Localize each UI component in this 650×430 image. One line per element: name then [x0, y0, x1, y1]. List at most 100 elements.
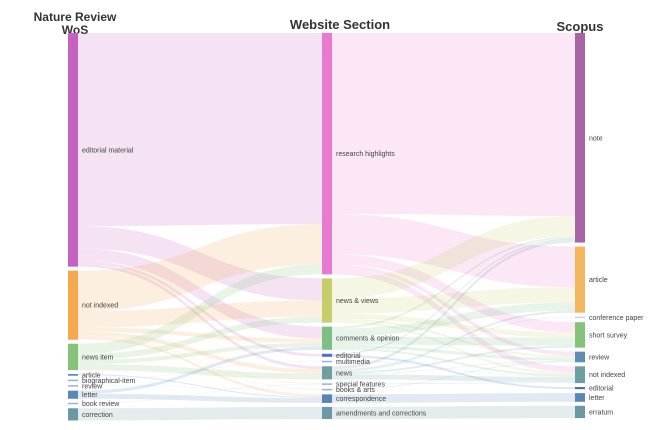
- node-label: news: [336, 370, 353, 377]
- sankey-link: [332, 318, 575, 358]
- sankey-node[interactable]: [575, 366, 585, 384]
- sankey-node[interactable]: [68, 408, 78, 421]
- node-label: special features: [336, 382, 386, 389]
- sankey-link: [78, 263, 322, 370]
- sankey-link: [78, 385, 322, 390]
- sankey-link: [332, 302, 575, 337]
- sankey-link: [332, 374, 575, 383]
- node-label: note: [589, 135, 603, 142]
- sankey-link: [78, 336, 322, 397]
- sankey-link: [332, 354, 575, 390]
- sankey-link: [78, 260, 322, 357]
- sankey-link: [78, 360, 322, 381]
- sankey-link: [78, 335, 322, 384]
- node-label: review: [589, 354, 610, 361]
- sankey-link: [332, 344, 575, 361]
- node-label: article: [589, 277, 608, 284]
- sankey-link: [78, 264, 322, 354]
- sankey-node[interactable]: [68, 374, 78, 376]
- sankey-node[interactable]: [322, 33, 332, 275]
- sankey-link: [332, 236, 575, 329]
- sankey-node[interactable]: [575, 316, 585, 319]
- title-line-1: Nature Review: [33, 10, 117, 24]
- sankey-link: [332, 264, 575, 356]
- sankey-link: [332, 214, 575, 288]
- sankey-link: [332, 33, 575, 217]
- node-label: multimedia: [336, 359, 370, 366]
- sankey-link: [78, 364, 322, 380]
- sankey-node[interactable]: [68, 343, 78, 371]
- sankey-node[interactable]: [322, 406, 332, 419]
- node-label: article: [82, 372, 101, 379]
- sankey-node[interactable]: [68, 390, 78, 399]
- sankey-link: [78, 346, 322, 394]
- sankey-node[interactable]: [322, 394, 332, 403]
- node-label: news item: [82, 354, 114, 361]
- sankey-link: [332, 216, 575, 299]
- sankey-link: [332, 382, 575, 385]
- sankey-node[interactable]: [575, 246, 585, 313]
- sankey-node[interactable]: [575, 322, 585, 348]
- sankey-node[interactable]: [575, 387, 585, 390]
- sankey-link: [332, 316, 575, 372]
- sankey-link: [78, 248, 322, 339]
- node-label: editorial: [336, 353, 361, 360]
- sankey-link: [78, 224, 322, 312]
- sankey-node[interactable]: [575, 405, 585, 418]
- node-label: biographical-item: [82, 378, 135, 385]
- node-label: editorial material: [82, 147, 134, 154]
- sankey-link: [332, 360, 575, 377]
- column-title-scopus: Scopus: [556, 19, 604, 34]
- sankey-link: [78, 327, 322, 343]
- sankey-node[interactable]: [575, 33, 585, 243]
- sankey-node[interactable]: [322, 383, 332, 385]
- node-label: research highlights: [336, 151, 395, 158]
- sankey-link: [78, 374, 322, 398]
- node-label: letter: [589, 395, 605, 402]
- node-label: review: [82, 383, 103, 390]
- sankey-link: [78, 336, 322, 390]
- sankey-node[interactable]: [68, 270, 78, 340]
- node-label: books & arts: [336, 387, 375, 394]
- node-label: erratum: [589, 409, 613, 416]
- sankey-link: [332, 254, 575, 333]
- sankey-link: [78, 316, 322, 360]
- sankey-node[interactable]: [575, 393, 585, 402]
- node-label: letter: [82, 392, 98, 399]
- sankey-link: [78, 331, 322, 374]
- node-label: conference paper: [589, 315, 644, 322]
- sankey-node[interactable]: [322, 366, 332, 380]
- sankey-node[interactable]: [322, 353, 332, 357]
- sankey-node[interactable]: [575, 351, 585, 363]
- sankey-node[interactable]: [68, 33, 78, 267]
- node-label: not indexed: [82, 303, 118, 310]
- sankey-node[interactable]: [68, 379, 78, 382]
- sankey-link: [78, 342, 322, 365]
- node-label: news & views: [336, 298, 379, 305]
- sankey-link: [332, 336, 575, 346]
- sankey-node[interactable]: [68, 402, 78, 405]
- sankey-link: [332, 345, 575, 374]
- node-label: correction: [82, 412, 113, 419]
- sankey-link: [332, 393, 575, 403]
- sankey-link: [332, 238, 575, 355]
- node-label: short survey: [589, 332, 628, 339]
- sankey-link: [332, 347, 575, 377]
- sankey-node[interactable]: [322, 360, 332, 363]
- sankey-link: [78, 300, 322, 328]
- sankey-link: [332, 313, 575, 338]
- sankey-link: [78, 406, 322, 421]
- sankey-link: [332, 287, 575, 314]
- node-label: comments & opinion: [336, 336, 400, 343]
- sankey-link: [332, 320, 575, 375]
- sankey-node[interactable]: [68, 385, 78, 387]
- column-title-website-section: Website Section: [289, 17, 391, 32]
- column-title-wos: Nature Review WoS: [30, 11, 120, 37]
- sankey-node[interactable]: [322, 326, 332, 350]
- sankey-node[interactable]: [322, 278, 332, 323]
- sankey-node[interactable]: [322, 388, 332, 391]
- node-label: editorial: [589, 386, 614, 393]
- sankey-link: [78, 33, 322, 227]
- sankey-link: [332, 361, 575, 390]
